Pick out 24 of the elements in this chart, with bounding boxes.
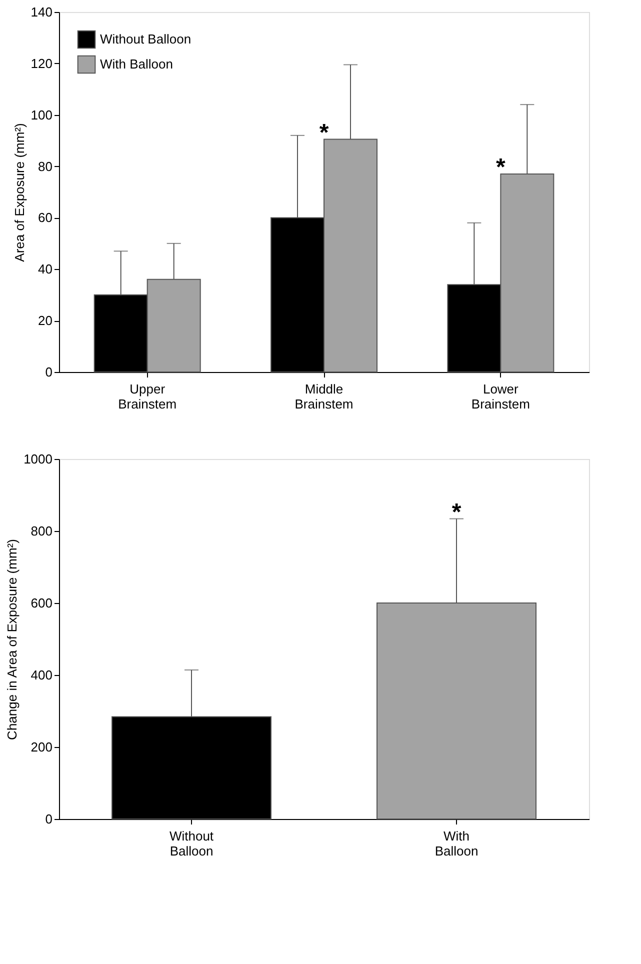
legend-label: Without Balloon (100, 32, 192, 46)
y-tick-label: 140 (30, 4, 52, 20)
y-tick-label: 120 (30, 56, 52, 71)
y-tick-label: 40 (38, 262, 52, 277)
annotation: * (496, 154, 506, 181)
annotation: * (319, 119, 330, 146)
x-tick-label: Middle Brainstem (294, 382, 354, 412)
legend-label: With Balloon (100, 56, 173, 72)
y-tick-label: 80 (38, 158, 52, 174)
y-tick-label: 1000 (24, 452, 52, 466)
y-tick-label: 200 (30, 740, 52, 754)
y-axis-title: Change in Area of Exposure (mm²) (4, 539, 20, 740)
y-tick-label: 400 (30, 668, 52, 682)
x-tick-label: Lower Brainstem (471, 382, 530, 412)
y-tick-label: 100 (30, 107, 52, 122)
x-tick-label: Upper Brainstem (118, 382, 177, 412)
y-tick-label: 60 (38, 210, 52, 226)
annotation: * (452, 498, 462, 526)
y-tick-label: 20 (38, 313, 52, 328)
y-axis-title: Area of Exposure (mm²) (12, 123, 27, 262)
y-tick-label: 800 (30, 524, 52, 538)
y-tick-label: 600 (30, 596, 52, 610)
y-tick-label: 0 (45, 364, 52, 380)
y-tick-label: 0 (45, 812, 52, 826)
